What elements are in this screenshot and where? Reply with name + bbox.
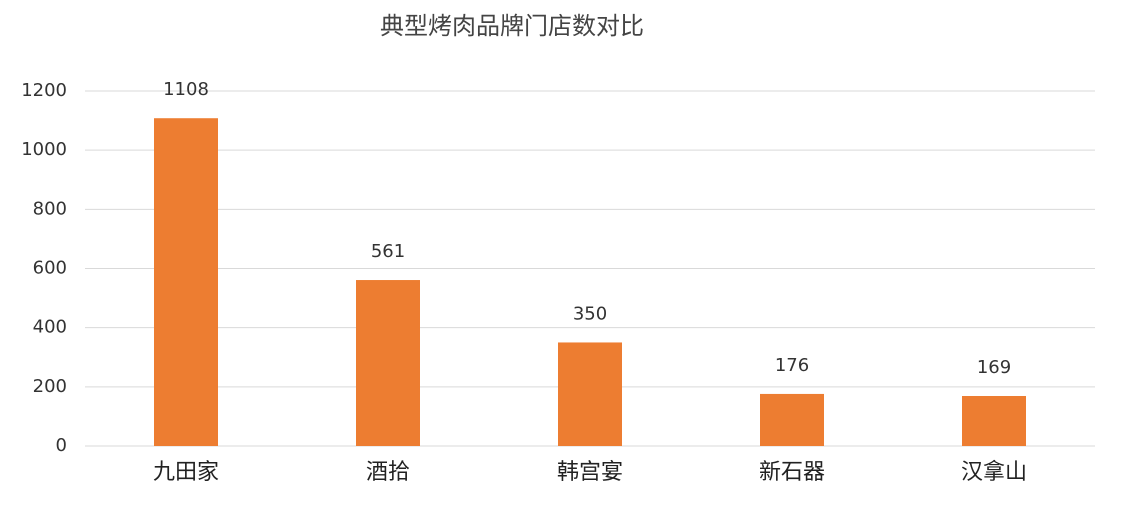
x-tick-label: 汉拿山: [961, 459, 1027, 485]
data-label: 176: [775, 355, 809, 376]
y-tick-label: 200: [33, 376, 67, 397]
y-tick-label: 600: [33, 258, 67, 279]
y-tick-label: 1000: [21, 139, 67, 160]
bar: [356, 280, 420, 446]
y-tick-label: 800: [33, 198, 67, 219]
x-tick-label: 九田家: [153, 460, 219, 485]
data-label: 350: [573, 303, 607, 324]
y-tick-label: 400: [33, 317, 67, 338]
y-tick-label: 1200: [21, 80, 67, 101]
data-label: 1108: [163, 79, 209, 100]
x-tick-label: 酒拾: [366, 460, 410, 485]
data-label: 561: [371, 241, 405, 262]
chart-title: 典型烤肉品牌门店数对比: [380, 12, 644, 40]
bar: [558, 342, 622, 446]
data-label: 169: [977, 357, 1011, 378]
bar: [760, 393, 824, 446]
x-tick-label: 新石器: [759, 460, 825, 485]
bar: [962, 396, 1026, 446]
y-tick-label: 0: [56, 435, 67, 456]
bar: [154, 118, 218, 446]
x-tick-label: 韩宫宴: [557, 460, 623, 485]
